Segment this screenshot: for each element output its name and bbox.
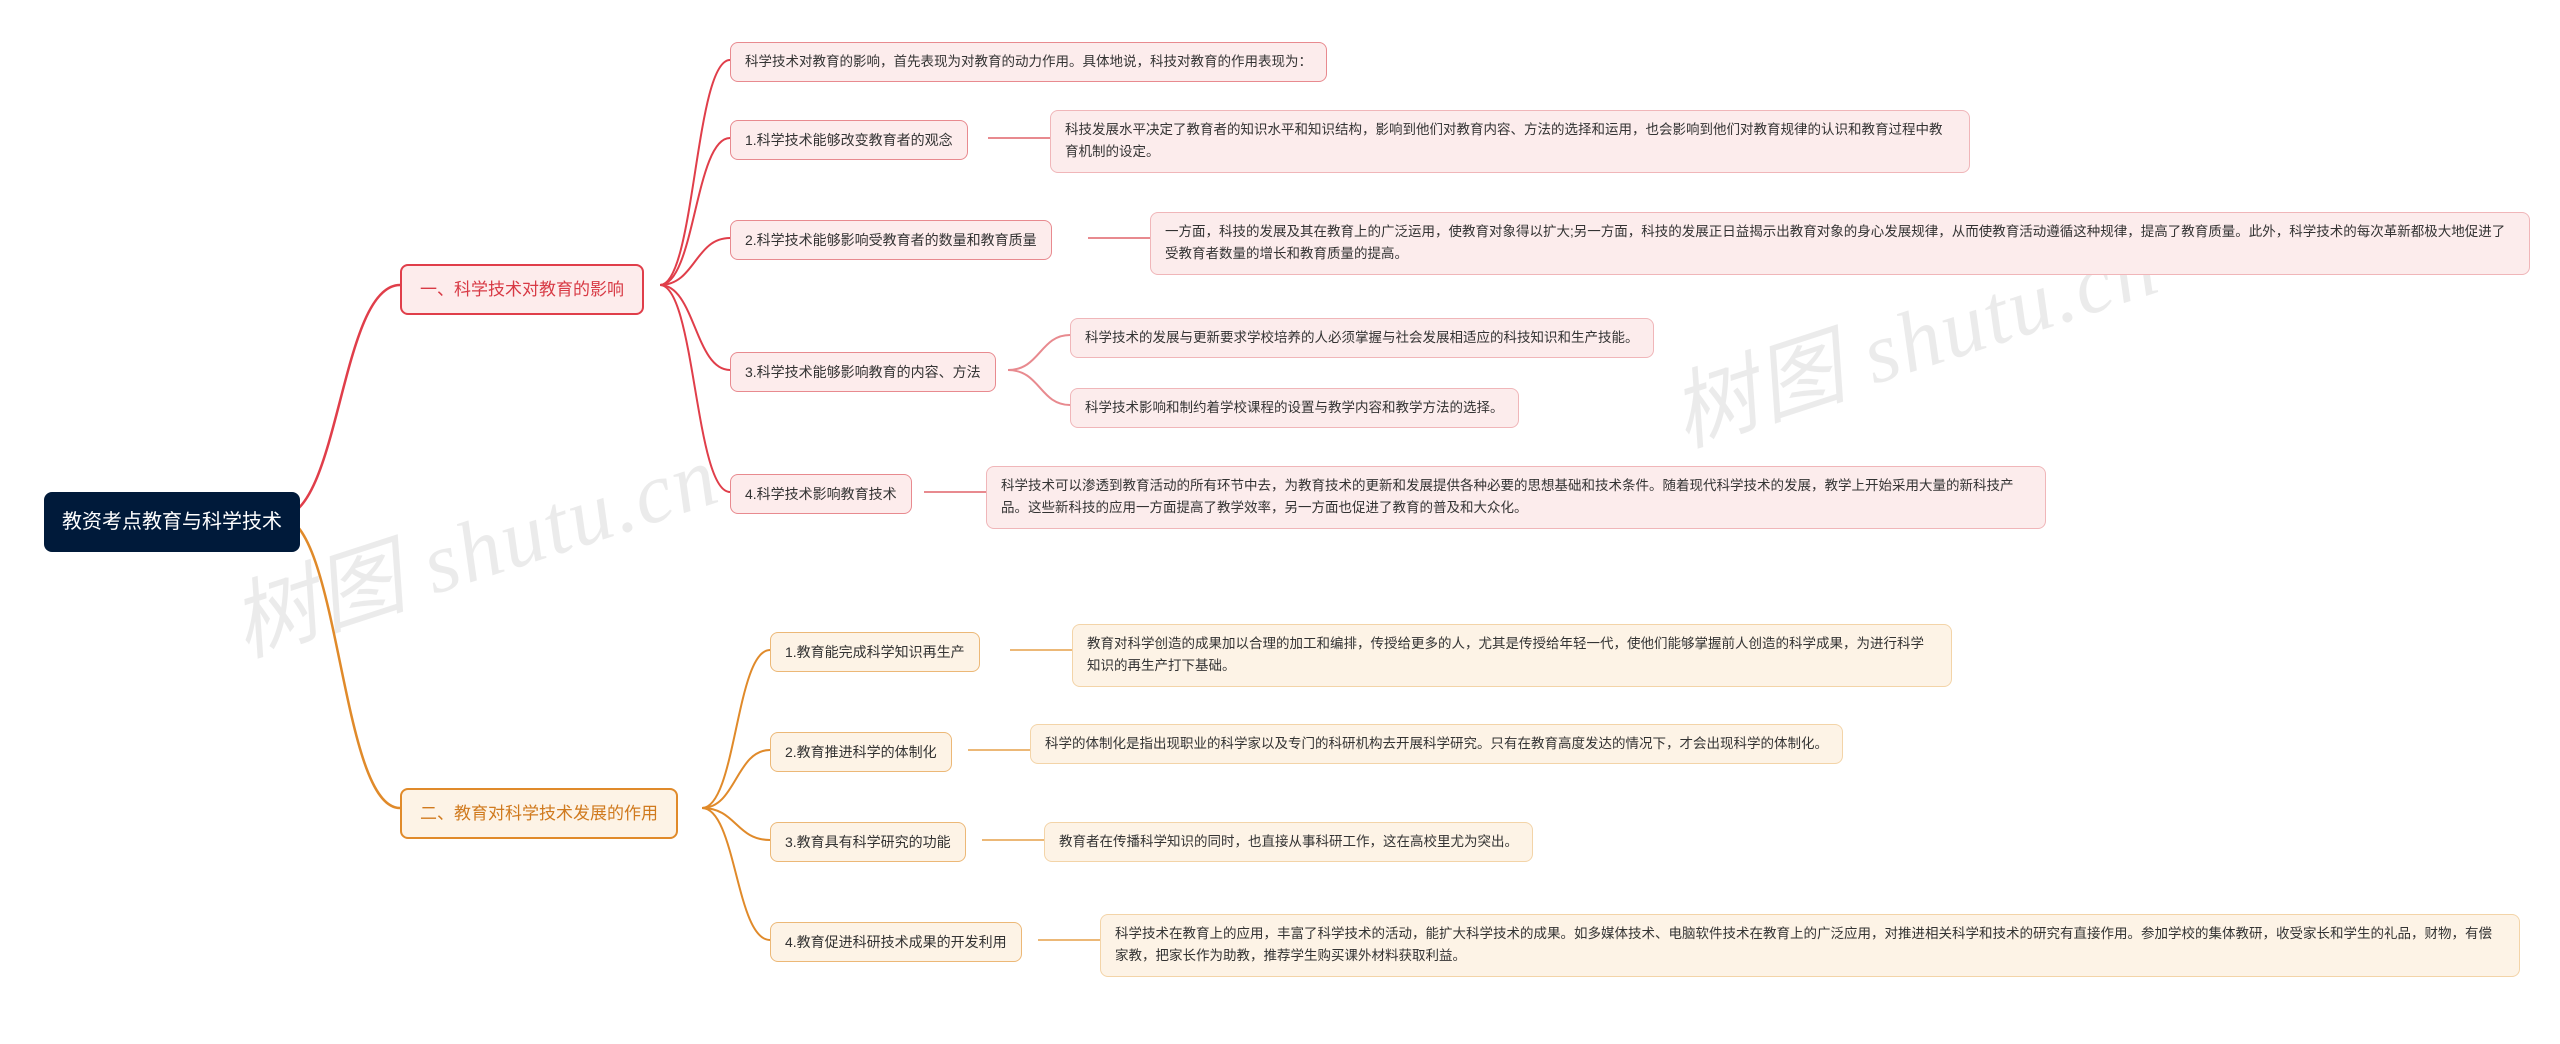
branch-1-item-3[interactable]: 3.科学技术能够影响教育的内容、方法 [730, 352, 996, 392]
branch-2-item-1[interactable]: 1.教育能完成科学知识再生产 [770, 632, 980, 672]
branch-2-item-2-leaf[interactable]: 科学的体制化是指出现职业的科学家以及专门的科研机构去开展科学研究。只有在教育高度… [1030, 724, 1843, 764]
branch-2-item-3[interactable]: 3.教育具有科学研究的功能 [770, 822, 966, 862]
branch-2-item-1-leaf[interactable]: 教育对科学创造的成果加以合理的加工和编排，传授给更多的人，尤其是传授给年轻一代，… [1072, 624, 1952, 687]
branch-1-item-4-leaf[interactable]: 科学技术可以渗透到教育活动的所有环节中去，为教育技术的更新和发展提供各种必要的思… [986, 466, 2046, 529]
branch-1-intro[interactable]: 科学技术对教育的影响，首先表现为对教育的动力作用。具体地说，科技对教育的作用表现… [730, 42, 1327, 82]
branch-2[interactable]: 二、教育对科学技术发展的作用 [400, 788, 678, 839]
mindmap-canvas: 树图 shutu.cn 树图 shutu.cn [0, 0, 2560, 1044]
branch-2-item-3-leaf[interactable]: 教育者在传播科学知识的同时，也直接从事科研工作，这在高校里尤为突出。 [1044, 822, 1533, 862]
branch-1-item-3-leaf-1[interactable]: 科学技术的发展与更新要求学校培养的人必须掌握与社会发展相适应的科技知识和生产技能… [1070, 318, 1654, 358]
branch-2-item-4-leaf[interactable]: 科学技术在教育上的应用，丰富了科学技术的活动，能扩大科学技术的成果。如多媒体技术… [1100, 914, 2520, 977]
branch-1-item-1[interactable]: 1.科学技术能够改变教育者的观念 [730, 120, 968, 160]
branch-2-item-2[interactable]: 2.教育推进科学的体制化 [770, 732, 952, 772]
branch-2-item-4[interactable]: 4.教育促进科研技术成果的开发利用 [770, 922, 1022, 962]
branch-1-item-2[interactable]: 2.科学技术能够影响受教育者的数量和教育质量 [730, 220, 1052, 260]
root-node[interactable]: 教资考点教育与科学技术 [44, 492, 300, 552]
branch-1-item-3-leaf-2[interactable]: 科学技术影响和制约着学校课程的设置与教学内容和教学方法的选择。 [1070, 388, 1519, 428]
branch-1-item-1-leaf[interactable]: 科技发展水平决定了教育者的知识水平和知识结构，影响到他们对教育内容、方法的选择和… [1050, 110, 1970, 173]
branch-1[interactable]: 一、科学技术对教育的影响 [400, 264, 644, 315]
branch-1-item-4[interactable]: 4.科学技术影响教育技术 [730, 474, 912, 514]
branch-1-item-2-leaf[interactable]: 一方面，科技的发展及其在教育上的广泛运用，使教育对象得以扩大;另一方面，科技的发… [1150, 212, 2530, 275]
